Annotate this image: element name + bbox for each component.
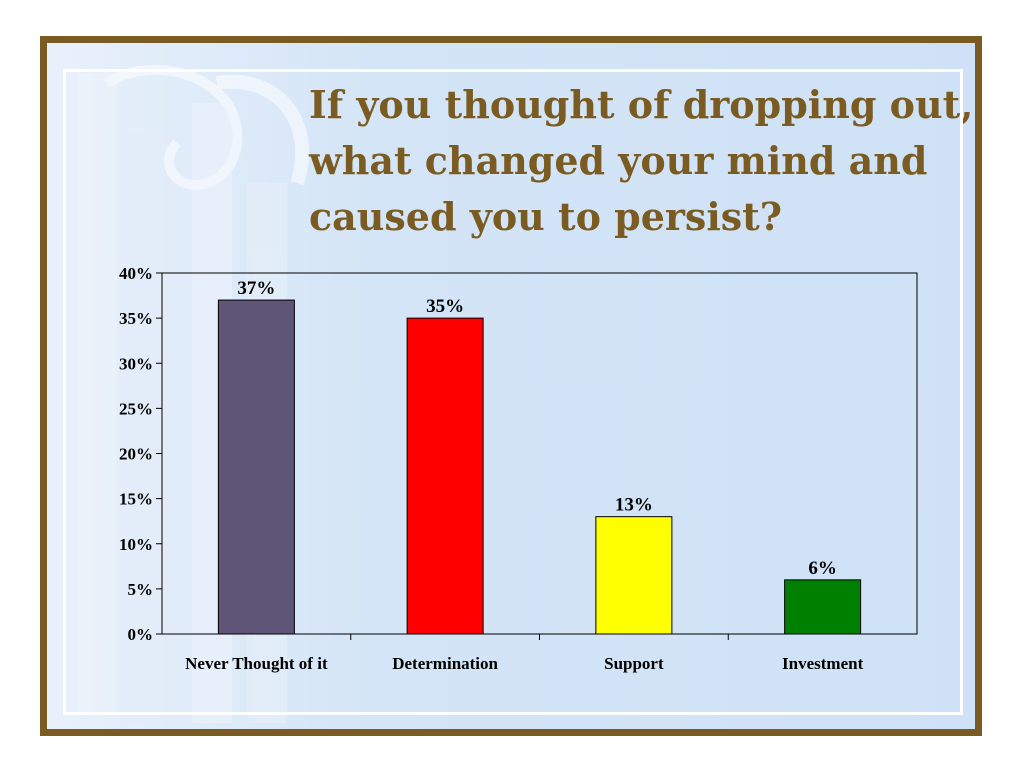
slide-title: If you thought of dropping out, what cha… <box>309 77 975 245</box>
bar-value-label: 35% <box>426 296 464 317</box>
y-tick-label: 10% <box>119 535 153 554</box>
bar-chart: 0% 5% 10% 15% 20% 25% 30% 35% 40% 37% Never Though… <box>119 264 918 673</box>
y-tick-label: 25% <box>119 399 153 418</box>
slide-title-line: If you thought of dropping out, <box>309 82 974 127</box>
bar-value-label: 37% <box>237 278 275 299</box>
slide-frame: If you thought of dropping out, what cha… <box>40 36 982 736</box>
bar <box>784 579 862 635</box>
x-category-label: Support <box>604 654 664 673</box>
slide-title-line: what changed your mind and <box>309 138 928 183</box>
y-tick-label: 35% <box>119 309 153 328</box>
bar-value-label: 6% <box>808 558 837 579</box>
y-tick-label: 20% <box>119 445 153 464</box>
y-tick-label: 5% <box>128 580 154 599</box>
y-tick-label: 0% <box>128 625 154 644</box>
y-tick-label: 15% <box>119 490 153 509</box>
bar <box>217 299 295 635</box>
x-category-label: Determination <box>392 654 498 673</box>
x-category-label: Never Thought of it <box>185 654 328 673</box>
y-tick-label: 30% <box>119 354 153 373</box>
y-tick-label: 40% <box>119 264 153 283</box>
column-background-art <box>47 43 975 729</box>
bar-value-label: 13% <box>615 495 653 516</box>
bar <box>406 317 484 635</box>
x-category-label: Investment <box>782 654 864 673</box>
bar <box>595 516 673 635</box>
slide-title-line: caused you to persist? <box>309 194 782 239</box>
